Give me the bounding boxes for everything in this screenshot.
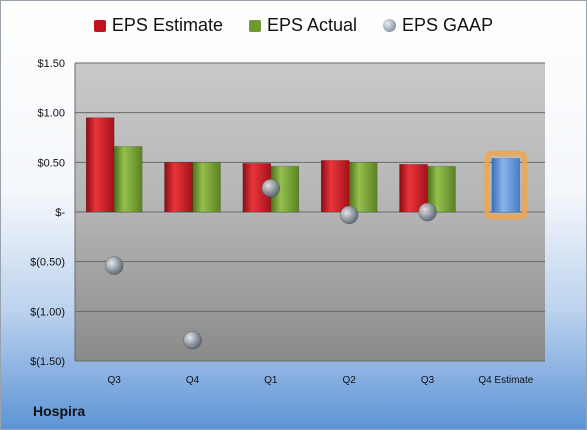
legend-item-gaap: EPS GAAP — [383, 15, 493, 36]
bar-eps-estimate — [320, 160, 350, 213]
grid-layer — [75, 62, 545, 362]
x-tick-label: Q3 — [107, 375, 121, 386]
x-axis: Q3 Q4 Q1 Q2 Q3 Q4 Estimate — [107, 375, 533, 386]
bar-eps-estimate-upcoming — [491, 158, 521, 213]
bars-layer — [85, 117, 528, 220]
bar-eps-estimate — [399, 164, 428, 213]
y-axis: $1.50 $1.00 $0.50 $- $(0.50) $(1.00) $(1.50) — [30, 58, 76, 368]
legend-label-estimate: EPS Estimate — [111, 15, 223, 35]
y-tick-label: $(0.50) — [30, 257, 65, 269]
y-tick-label: $(1.00) — [30, 306, 65, 318]
y-tick-label: $(1.50) — [30, 356, 65, 368]
legend-swatch-actual — [248, 19, 261, 32]
x-tick-label: Q4 — [186, 375, 200, 386]
x-tick-label: Q3 — [421, 375, 435, 386]
legend-item-actual: EPS Actual — [248, 15, 358, 36]
y-tick-label: $0.50 — [37, 157, 65, 169]
dot-eps-gaap — [104, 256, 124, 275]
legend-dot-gaap — [383, 19, 397, 32]
dot-eps-gaap — [261, 178, 281, 198]
legend-item-estimate: EPS Estimate — [93, 15, 223, 36]
bar-highlight-glow — [484, 150, 528, 220]
x-tick-label: Q1 — [264, 375, 278, 386]
dots-layer — [104, 178, 437, 350]
bar-eps-estimate — [85, 117, 115, 213]
dot-eps-gaap — [339, 205, 359, 225]
bar-eps-actual — [348, 162, 378, 213]
x-tick-label: Q4 Estimate — [478, 375, 533, 386]
bar-eps-actual — [113, 146, 143, 213]
bar-eps-actual — [192, 162, 221, 213]
dot-eps-gaap — [183, 330, 202, 350]
y-tick-label: $1.50 — [37, 58, 65, 70]
x-tick-label: Q2 — [342, 375, 356, 386]
dot-eps-gaap — [418, 202, 437, 222]
legend-label-gaap: EPS GAAP — [402, 15, 494, 35]
company-name: Hospira — [33, 403, 86, 419]
legend-label-actual: EPS Actual — [266, 15, 358, 35]
bar-eps-estimate — [164, 162, 193, 213]
y-tick-label: $- — [55, 207, 65, 219]
y-tick-label: $1.00 — [37, 108, 65, 120]
legend-swatch-estimate — [93, 19, 106, 32]
legend: EPS Estimate EPS Actual EPS GAAP — [1, 15, 586, 36]
